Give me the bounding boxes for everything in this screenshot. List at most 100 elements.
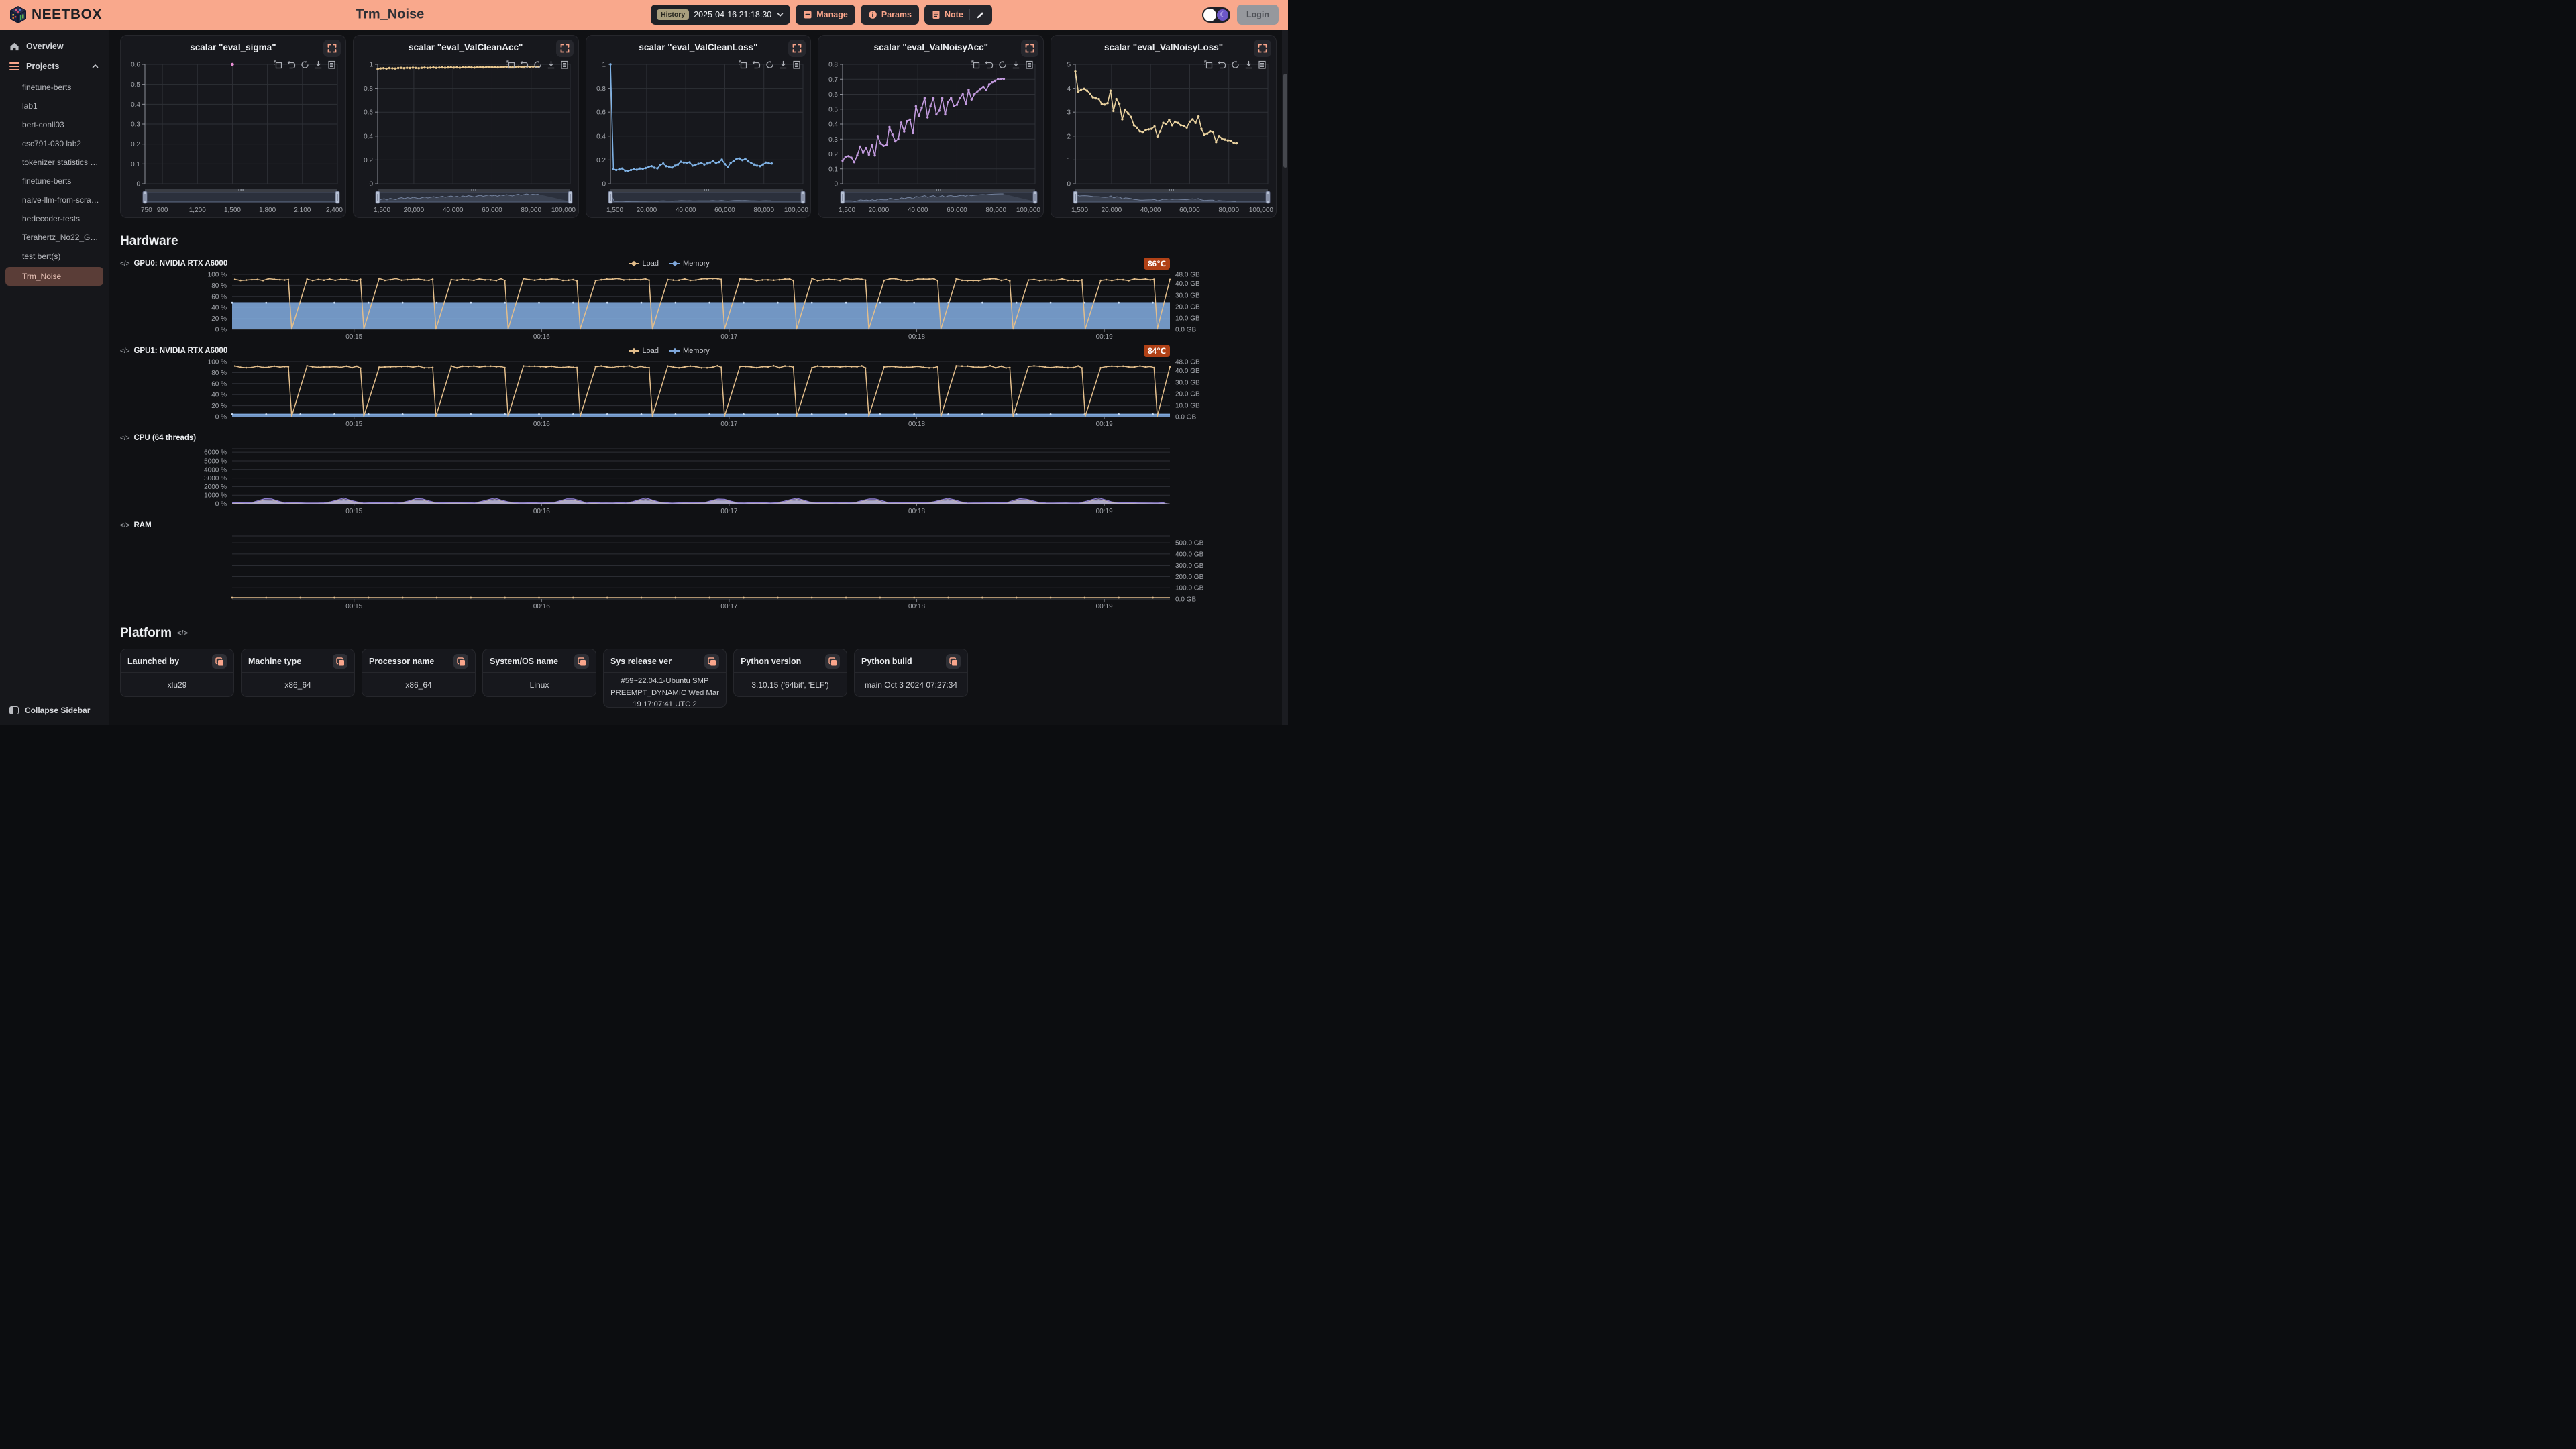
window-scrollbar[interactable]	[1282, 30, 1288, 724]
zoom-select-icon[interactable]	[1204, 60, 1213, 69]
sidebar-item-project[interactable]: finetune-berts	[22, 176, 72, 186]
fullscreen-icon	[560, 44, 569, 53]
refresh-icon[interactable]	[998, 60, 1007, 69]
scrollbar-thumb[interactable]	[1283, 74, 1287, 168]
collapse-sidebar-icon	[9, 706, 19, 714]
sidebar-item-project[interactable]: Terahertz_No22_Gl261_gl…	[22, 233, 109, 242]
legend-item-load[interactable]: Load	[629, 260, 659, 268]
fullscreen-button[interactable]	[788, 40, 806, 57]
sidebar-item-projects[interactable]: Projects	[0, 56, 109, 76]
platform-card-value: Linux	[483, 672, 596, 696]
svg-text:1: 1	[1067, 157, 1071, 164]
restore-icon[interactable]	[752, 60, 761, 69]
collapse-sidebar-button[interactable]: Collapse Sidebar	[0, 698, 109, 724]
legend-item-memory[interactable]: Memory	[669, 260, 710, 268]
hardware-chart[interactable]: 0 % 20 % 40 % 60 % 80 % 100 % 0.0 GB 10.0 GB 20.…	[120, 358, 1277, 429]
svg-text:00:17: 00:17	[720, 333, 737, 340]
refresh-icon[interactable]	[765, 60, 774, 69]
copy-button[interactable]	[333, 654, 347, 669]
hardware-chart[interactable]: 0 % 1000 % 2000 % 3000 % 4000 % 5000 % 6000 % 0…	[120, 445, 1277, 515]
fullscreen-button[interactable]	[555, 40, 574, 57]
sidebar-item-overview[interactable]: Overview	[0, 36, 109, 56]
restore-icon[interactable]	[1218, 60, 1226, 69]
scalar-chart[interactable]: 0 0.2 0.4 0.6 0.8 1 1,500 20,000 40,000 60,000 80,…	[586, 58, 811, 217]
scalar-chart[interactable]: 0 0.1 0.2 0.3 0.4 0.5 0.6 0.7 0.8 1,500 20,000 40,0…	[818, 58, 1043, 217]
scalar-chart[interactable]: 0 0.2 0.4 0.6 0.8 1 1,500 20,000 40,000 60,000 80,…	[354, 58, 578, 217]
top-header: NEETBOX Trm_Noise History 2025-04-16 21:…	[0, 0, 1288, 30]
refresh-icon[interactable]	[1231, 60, 1240, 69]
legend-item-load[interactable]: Load	[629, 347, 659, 355]
data-view-icon[interactable]	[1258, 60, 1267, 69]
svg-text:4: 4	[1067, 85, 1071, 93]
copy-button[interactable]	[574, 654, 589, 669]
data-view-icon[interactable]	[327, 60, 336, 69]
hardware-label: CPU (64 threads)	[133, 434, 197, 442]
download-icon[interactable]	[547, 60, 555, 69]
sidebar-item-project[interactable]: naive-llm-from-scratch	[22, 195, 102, 205]
app-logo[interactable]: NEETBOX	[9, 5, 102, 24]
sidebar-item-project[interactable]: hedecoder-tests	[22, 214, 80, 223]
data-view-icon[interactable]	[560, 60, 569, 69]
hardware-label-group: </> GPU1: NVIDIA RTX A6000	[120, 347, 227, 355]
fullscreen-button[interactable]	[1253, 40, 1271, 57]
svg-text:20,000: 20,000	[403, 207, 424, 214]
sidebar-item-project[interactable]: finetune-berts	[22, 83, 72, 92]
hardware-chart[interactable]: 0 % 20 % 40 % 60 % 80 % 100 % 0.0 GB 10.0 GB 20.…	[120, 270, 1277, 341]
history-select[interactable]: History 2025-04-16 21:18:30	[651, 5, 791, 25]
svg-text:00:19: 00:19	[1096, 603, 1113, 610]
zoom-select-icon[interactable]	[739, 60, 747, 69]
svg-text:100,000: 100,000	[551, 207, 576, 214]
legend-marker-icon	[669, 347, 680, 354]
download-icon[interactable]	[1012, 60, 1020, 69]
scalar-chart[interactable]: 0 1 2 3 4 5 1,500 20,000 40,000 60,000 80,000 100,0…	[1051, 58, 1276, 217]
login-button[interactable]: Login	[1236, 5, 1279, 25]
copy-button[interactable]	[453, 654, 468, 669]
svg-text:00:18: 00:18	[908, 603, 925, 610]
collapse-sidebar-label: Collapse Sidebar	[25, 706, 91, 715]
copy-button[interactable]	[825, 654, 840, 669]
header-controls: History 2025-04-16 21:18:30 Manage Param…	[651, 5, 992, 25]
download-icon[interactable]	[1244, 60, 1253, 69]
theme-toggle[interactable]: ☾	[1201, 7, 1230, 23]
legend-item-memory[interactable]: Memory	[669, 347, 710, 355]
note-button[interactable]: Note	[924, 5, 992, 25]
sidebar-item-project[interactable]: test bert(s)	[22, 252, 61, 261]
platform-card-label: Python build	[861, 657, 912, 666]
sidebar-item-project[interactable]: tokenizer statistics llama…	[22, 158, 109, 167]
zoom-select-icon[interactable]	[506, 60, 515, 69]
header-right: ☾ Login	[1201, 5, 1279, 25]
svg-text:40,000: 40,000	[1140, 207, 1161, 214]
copy-button[interactable]	[946, 654, 961, 669]
data-view-icon[interactable]	[792, 60, 801, 69]
manage-button[interactable]: Manage	[796, 5, 855, 25]
copy-button[interactable]	[704, 654, 719, 669]
svg-text:00:16: 00:16	[533, 333, 550, 340]
restore-icon[interactable]	[985, 60, 994, 69]
refresh-icon[interactable]	[301, 60, 309, 69]
svg-text:0.5: 0.5	[131, 81, 140, 89]
sidebar-item-project[interactable]: bert-conll03	[22, 120, 64, 129]
pencil-icon[interactable]	[976, 11, 985, 19]
svg-text:0 %: 0 %	[215, 327, 227, 334]
params-button[interactable]: Params	[860, 5, 919, 25]
sidebar-item-project[interactable]: Trm_Noise	[5, 267, 103, 286]
fullscreen-button[interactable]	[1021, 40, 1039, 57]
refresh-icon[interactable]	[533, 60, 542, 69]
restore-icon[interactable]	[520, 60, 529, 69]
download-icon[interactable]	[314, 60, 323, 69]
zoom-select-icon[interactable]	[971, 60, 980, 69]
svg-text:00:19: 00:19	[1096, 333, 1113, 340]
download-icon[interactable]	[779, 60, 788, 69]
hardware-chart[interactable]: 0.0 GB 100.0 GB 200.0 GB 300.0 GB 400.0 GB 50…	[120, 532, 1277, 610]
sidebar-item-project[interactable]: lab1	[22, 101, 38, 111]
platform-card-label: Processor name	[369, 657, 435, 666]
data-view-icon[interactable]	[1025, 60, 1034, 69]
fullscreen-button[interactable]	[323, 40, 341, 57]
restore-icon[interactable]	[287, 60, 296, 69]
sidebar-item-project[interactable]: csc791-030 lab2	[22, 139, 82, 148]
scalar-chart[interactable]: 0 0.1 0.2 0.3 0.4 0.5 0.6 750 900 1,200 1,500 1,800…	[121, 58, 345, 217]
zoom-select-icon[interactable]	[274, 60, 282, 69]
copy-button[interactable]	[212, 654, 227, 669]
svg-text:40.0 GB: 40.0 GB	[1175, 368, 1200, 375]
svg-text:40.0 GB: 40.0 GB	[1175, 280, 1200, 288]
